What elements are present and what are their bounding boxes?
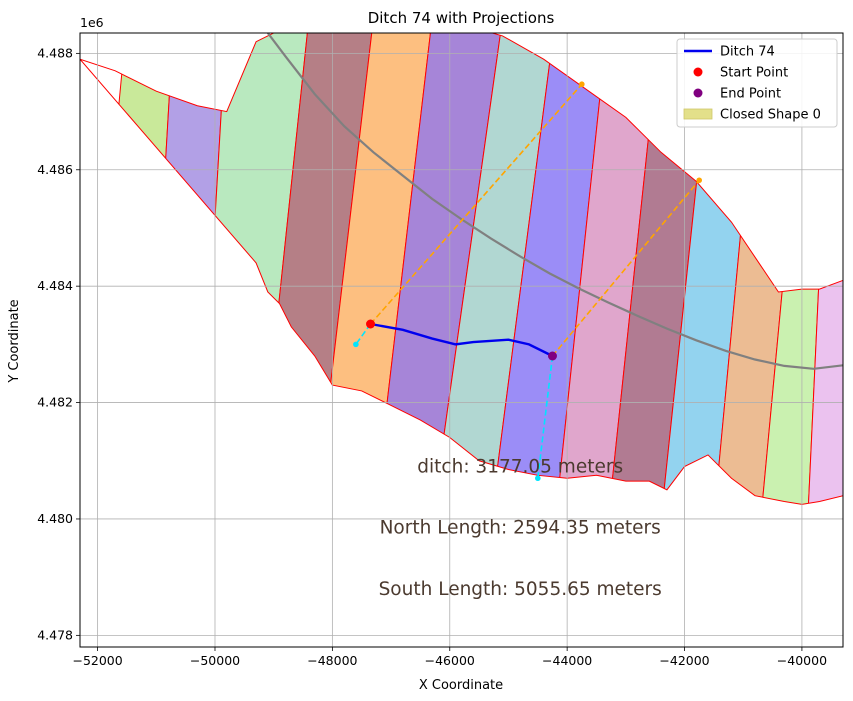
annotations: ditch: 3177.05 meters North Length: 2594.… [379, 457, 662, 600]
legend-label: End Point [720, 87, 781, 102]
projection-endpoint-0 [579, 81, 585, 88]
shape-slice-7 [490, 33, 609, 505]
projection-endpoint-2 [353, 341, 359, 348]
annotation-text-1: North Length: 2594.35 meters [380, 518, 661, 539]
y-tick-label: 4.488 [37, 45, 73, 60]
y-tick-label: 4.478 [37, 627, 73, 642]
projection-endpoint-3 [535, 475, 541, 482]
legend: Ditch 74 Start Point End Point Closed Shape… [676, 38, 838, 128]
shape-slice-5 [372, 33, 504, 505]
annotation-text-2: South Length: 5055.65 meters [379, 579, 662, 600]
legend-label: Closed Shape 0 [720, 108, 821, 123]
start-point-marker [366, 319, 376, 329]
y-tick-label: 4.486 [37, 162, 73, 177]
legend-box [676, 38, 838, 128]
projection-line-0 [369, 83, 583, 325]
legend-marker-swatch [693, 88, 703, 98]
y-tick-label: 4.484 [37, 278, 73, 293]
y-tick-label: 4.480 [37, 511, 73, 526]
plot-frame [79, 32, 844, 648]
reference-curve [266, 33, 843, 370]
legend-label: Start Point [720, 66, 788, 81]
x-axis-label: X Coordinate [419, 678, 503, 693]
annotation-text-0: ditch: 3177.05 meters [417, 457, 623, 478]
x-tick-label: −40000 [777, 653, 827, 668]
x-tick-label: −50000 [190, 653, 240, 668]
axis-ticks: −52000 −50000 −48000 −46000 −44000 −42000 −400… [37, 45, 827, 668]
y-offset-label: 1e6 [80, 15, 104, 30]
shape-outline [80, 33, 843, 505]
end-point-marker [547, 351, 557, 361]
y-tick-label: 4.482 [37, 395, 73, 410]
ditch-line [370, 322, 554, 358]
projection-line-3 [537, 355, 554, 479]
shape-slice-6 [431, 33, 556, 505]
projection-line-1 [551, 179, 700, 357]
shape-slice-8 [554, 33, 662, 505]
legend-patch-swatch [683, 108, 713, 120]
x-tick-label: −48000 [307, 653, 357, 668]
plot-points [353, 81, 703, 482]
y-axis-label: Y Coordinate [7, 299, 22, 383]
x-tick-label: −52000 [72, 653, 122, 668]
x-tick-label: −46000 [425, 653, 475, 668]
chart-title: Ditch 74 with Projections [368, 9, 555, 27]
legend-label: Ditch 74 [720, 45, 775, 60]
legend-marker-swatch [693, 67, 703, 77]
x-tick-label: −42000 [659, 653, 709, 668]
x-tick-label: −44000 [542, 653, 592, 668]
projection-endpoint-1 [696, 177, 703, 184]
